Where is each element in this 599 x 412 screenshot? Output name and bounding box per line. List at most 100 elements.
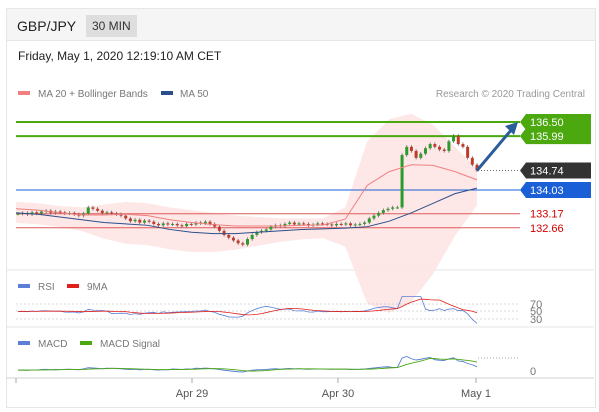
bollinger-band-area: [16, 113, 477, 313]
candle-body: [166, 223, 170, 225]
candle-body: [414, 150, 418, 158]
level-tag-134-74: [520, 162, 591, 179]
candle-body: [189, 223, 193, 225]
candle-body: [349, 223, 353, 226]
candle-body: [470, 157, 474, 165]
candle-body: [194, 222, 198, 225]
chart-frame: [6, 40, 596, 408]
macd-signal-line: [17, 357, 478, 372]
chart-datetime: Friday, May 1, 2020 12:19:10 AM CET: [18, 49, 222, 63]
chart-header: GBP/JPY 30 MIN: [6, 8, 596, 41]
level-label-132-66: 132.66: [530, 223, 564, 235]
research-credit: Research © 2020 Trading Central: [436, 89, 585, 100]
candle-body: [72, 212, 76, 215]
candle-body: [452, 135, 456, 142]
candle-body: [269, 226, 273, 230]
candle-body: [124, 215, 128, 219]
candle-body: [466, 146, 470, 158]
candle-body: [175, 223, 179, 226]
candle-body: [344, 223, 348, 225]
bollinger-band-fill: [16, 113, 477, 313]
time-tick-label: Apr 29: [176, 388, 208, 400]
moving-averages: [15, 122, 518, 235]
ma20-line: [15, 164, 478, 227]
candle-body: [292, 222, 296, 225]
candle-body: [157, 223, 161, 226]
candle-body: [409, 146, 413, 151]
rsi-ma-line: [17, 298, 478, 316]
candle-body: [222, 230, 226, 235]
candle-body: [39, 211, 43, 214]
candle-body: [217, 226, 221, 231]
level-tag-135-99: [520, 128, 591, 145]
candle-body: [227, 234, 231, 238]
level-tag-136-50: [520, 114, 591, 131]
candle-body: [147, 220, 151, 222]
level-tag-134-03: [520, 182, 591, 199]
candle-body: [58, 211, 62, 213]
projection-arrow-head: [505, 122, 518, 136]
candle-body: [119, 214, 123, 216]
candle-body: [105, 212, 109, 214]
level-label-133-17: 133.17: [530, 209, 564, 221]
macd-legend-label: MACD: [38, 339, 67, 350]
candle-body: [447, 141, 451, 151]
candle-body: [363, 222, 367, 224]
candle-body: [428, 144, 432, 149]
candle-body: [16, 213, 20, 215]
level-label-134-03: 134.03: [530, 185, 564, 197]
candle-body: [475, 164, 479, 171]
candle-body: [456, 135, 460, 145]
candle-body: [302, 223, 306, 225]
candle-body: [367, 218, 371, 223]
candle-body: [246, 239, 249, 245]
time-tick-label: Apr 30: [322, 388, 354, 400]
candle-body: [339, 223, 343, 225]
candle-body: [288, 222, 292, 224]
candle-body: [250, 234, 254, 240]
rsi-legend-swatch: [18, 284, 30, 288]
candle-body: [208, 221, 212, 224]
rsi-ma-legend-label: 9MA: [87, 282, 108, 293]
candle-body: [133, 219, 137, 222]
candle-body: [138, 219, 142, 223]
candle-body: [86, 207, 90, 214]
time-tick-label: May 1: [461, 388, 491, 400]
candle-body: [255, 232, 259, 235]
timeframe-badge[interactable]: 30 MIN: [86, 15, 137, 37]
candle-body: [171, 223, 175, 225]
candle-body: [96, 208, 100, 211]
price-levels: [16, 121, 520, 229]
candle-body: [377, 212, 381, 216]
level-label-134-74: 134.74: [530, 166, 564, 178]
candle-body: [203, 221, 207, 224]
rsi-level-label: 50: [530, 306, 542, 318]
ma50-legend-label: MA 50: [180, 89, 209, 100]
macd-signal-legend-label: MACD Signal: [100, 339, 160, 350]
candle-body: [316, 223, 320, 225]
candle-body: [306, 223, 310, 226]
macd-indicator: 0: [17, 356, 536, 378]
ma50-legend-swatch: [161, 91, 173, 95]
candle-body: [264, 229, 268, 231]
macd-legend-swatch: [18, 341, 30, 345]
candle-body: [358, 223, 362, 225]
candle-body: [152, 221, 156, 224]
candle-body: [114, 213, 118, 215]
candle-body: [334, 223, 338, 226]
candle-body: [236, 240, 240, 244]
candle-body: [381, 210, 385, 213]
candle-body: [180, 225, 184, 227]
candle-body: [353, 224, 357, 226]
candle-body: [461, 144, 465, 147]
macd-zero-label: 0: [530, 366, 536, 378]
rsi-level-label: 30: [530, 314, 542, 326]
candle-body: [35, 212, 39, 214]
candle-body: [372, 215, 376, 219]
candle-body: [30, 212, 34, 215]
candle-body: [161, 223, 165, 226]
candle-body: [128, 218, 132, 222]
